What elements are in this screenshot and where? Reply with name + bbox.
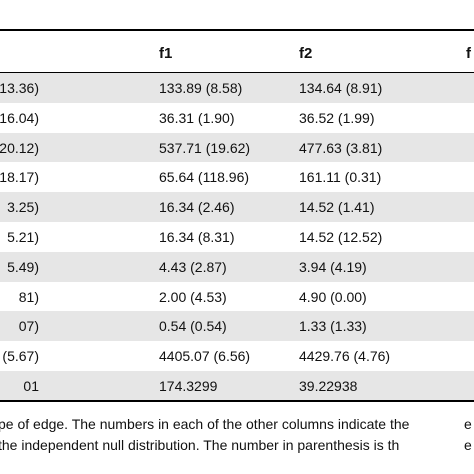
cell-first-column: 01 — [23, 377, 39, 394]
caption-text: the independent null distribution. The n… — [0, 437, 400, 453]
cell-f2: 39.22938 — [299, 377, 358, 394]
table-row: 118.17) 65.64 (118.96) 161.11 (0.31) — [0, 162, 474, 192]
cell-first-column: 16.04) — [0, 109, 39, 126]
cell-f1: 16.34 (8.31) — [159, 228, 235, 245]
cell-first-column: 5.21) — [7, 228, 39, 245]
cell-first-column: 81) — [18, 288, 39, 305]
cell-f2: 134.64 (8.91) — [299, 80, 383, 96]
cell-f2: 161.11 (0.31) — [299, 169, 382, 186]
table-top-rule — [0, 29, 474, 31]
column-header-f1: f1 — [159, 45, 173, 62]
column-header-f2: f2 — [299, 45, 313, 62]
cell-f1: 174.3299 — [159, 377, 218, 394]
cell-f2: 1.33 (1.33) — [299, 318, 367, 335]
cell-f2: 3.94 (4.19) — [299, 258, 367, 275]
caption-text: pe of edge. The numbers in each of the o… — [0, 416, 410, 432]
cell-f1: 133.89 (8.58) — [159, 80, 243, 96]
cell-first-column: 07) — [18, 318, 39, 335]
table-row: 5.21) 16.34 (8.31) 14.52 (12.52) — [0, 222, 474, 252]
table-row: 81) 2.00 (4.53) 4.90 (0.00) — [0, 282, 474, 312]
cell-f1: 0.54 (0.54) — [159, 318, 227, 335]
cell-first-column: (20.12) — [0, 139, 39, 156]
caption-line: the independent null distribution. The n… — [0, 435, 474, 456]
table-row: 01 174.3299 39.22938 — [0, 370, 474, 401]
column-header-f3: f — [466, 45, 471, 62]
cell-f2: 14.52 (12.52) — [299, 228, 383, 245]
table-header-row: f1 f2 f — [0, 31, 474, 72]
table-row: (13.36) 133.89 (8.58) 134.64 (8.91) — [0, 73, 474, 103]
table-row: 5.49) 4.43 (2.87) 3.94 (4.19) — [0, 251, 474, 282]
cell-f2: 36.52 (1.99) — [299, 109, 375, 126]
cell-f1: 4.43 (2.87) — [159, 258, 227, 275]
cell-f2: 477.63 (3.81) — [299, 139, 383, 156]
cell-f1: 65.64 (118.96) — [159, 169, 250, 186]
table-caption: pe of edge. The numbers in each of the o… — [0, 414, 474, 456]
cell-f1: 36.31 (1.90) — [159, 109, 235, 126]
table-body: (13.36) 133.89 (8.58) 134.64 (8.91) 16.0… — [0, 73, 474, 401]
cell-f1: 537.71 (19.62) — [159, 139, 251, 156]
caption-text: e — [464, 437, 472, 453]
caption-line: pe of edge. The numbers in each of the o… — [0, 414, 474, 435]
table-row: 16.04) 36.31 (1.90) 36.52 (1.99) — [0, 103, 474, 133]
cell-f1: 2.00 (4.53) — [159, 288, 227, 305]
table-row: 07) 0.54 (0.54) 1.33 (1.33) — [0, 311, 474, 342]
caption-text: e — [464, 416, 472, 432]
cell-f2: 4429.76 (4.76) — [299, 348, 391, 365]
table-row: 0 (5.67) 4405.07 (6.56) 4429.76 (4.76) — [0, 341, 474, 371]
table-row: 3.25) 16.34 (2.46) 14.52 (1.41) — [0, 192, 474, 222]
table-header-rule — [0, 72, 474, 73]
cell-first-column: 3.25) — [7, 199, 39, 216]
cell-f1: 16.34 (2.46) — [159, 199, 235, 216]
cell-first-column: 5.49) — [7, 258, 39, 275]
cell-first-column: (13.36) — [0, 80, 39, 96]
cell-f2: 14.52 (1.41) — [299, 199, 375, 216]
cell-first-column: 0 (5.67) — [0, 348, 39, 365]
table-bottom-rule — [0, 400, 474, 402]
cell-f1: 4405.07 (6.56) — [159, 348, 251, 365]
table-row: (20.12) 537.71 (19.62) 477.63 (3.81) — [0, 132, 474, 163]
cell-first-column: 118.17) — [0, 169, 39, 186]
cell-f2: 4.90 (0.00) — [299, 288, 367, 305]
